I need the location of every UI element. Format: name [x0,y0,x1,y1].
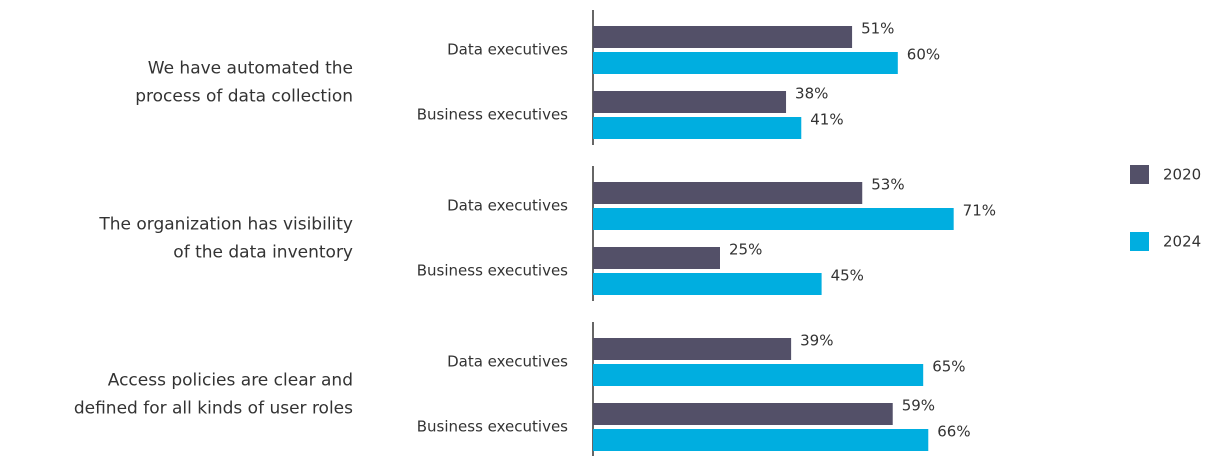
category-label: Business executives [417,418,568,436]
legend-label: 2024 [1163,233,1201,251]
value-label: 41% [810,111,843,129]
group-label: The organization has visibility [98,215,353,235]
value-label: 25% [729,241,762,259]
category-label: Data executives [447,353,568,371]
bar [593,247,720,269]
value-label: 59% [902,397,935,415]
value-label: 39% [800,332,833,350]
bar [593,52,898,74]
category-label: Business executives [417,106,568,124]
category-label: Data executives [447,41,568,59]
bar [593,182,863,204]
group-label: process of data collection [135,87,353,107]
bar [593,273,822,295]
bar [593,91,787,113]
value-label: 51% [861,20,894,38]
value-label: 65% [932,358,965,376]
value-label: 66% [937,423,970,441]
bar [593,364,924,386]
legend-swatch [1130,165,1149,184]
bar [593,208,954,230]
value-label: 60% [907,46,940,64]
group-label: We have automated the [148,59,353,79]
value-label: 38% [795,85,828,103]
legend-label: 2020 [1163,166,1201,184]
bar [593,117,802,139]
value-label: 45% [831,267,864,285]
bar [593,338,792,360]
value-label: 53% [871,176,904,194]
category-label: Business executives [417,262,568,280]
bar [593,403,893,425]
category-label: Data executives [447,197,568,215]
group-label: Access policies are clear and [108,371,353,391]
bar [593,26,853,48]
group-label: of the data inventory [173,243,353,263]
group-label: defined for all kinds of user roles [74,399,353,419]
bar [593,429,929,451]
legend-swatch [1130,232,1149,251]
value-label: 71% [963,202,996,220]
